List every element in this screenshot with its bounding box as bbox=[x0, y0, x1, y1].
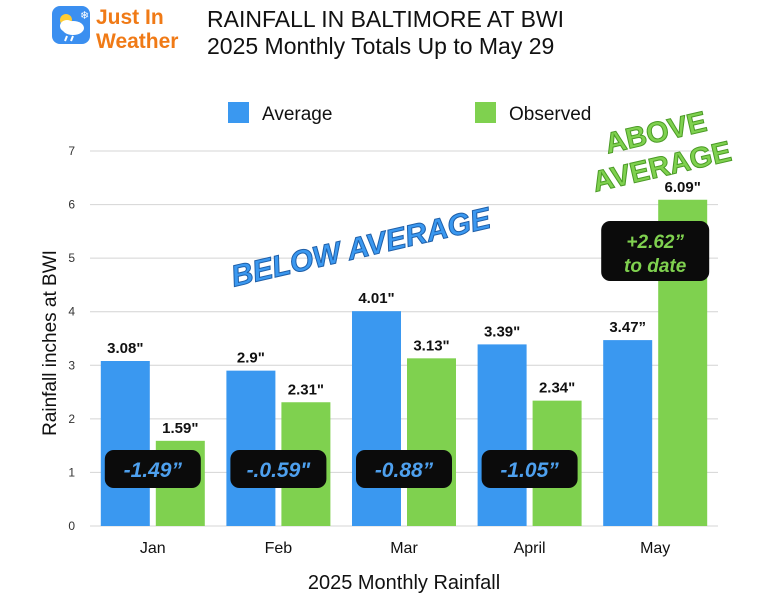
data-label-observed-april: 2.34" bbox=[539, 380, 575, 397]
y-tick-label: 7 bbox=[68, 144, 75, 158]
bar-observed-mar bbox=[407, 358, 456, 526]
x-axis-label: 2025 Monthly Rainfall bbox=[308, 572, 500, 594]
legend-swatch-observed bbox=[475, 102, 496, 123]
legend-label-average: Average bbox=[262, 104, 332, 125]
x-tick-label: April bbox=[514, 540, 546, 557]
x-tick-label: Mar bbox=[390, 540, 418, 557]
y-tick-label: 1 bbox=[68, 465, 75, 479]
difference-text-may-line2: to date bbox=[624, 256, 687, 277]
difference-text-april: -1.05” bbox=[500, 459, 559, 482]
y-tick-label: 0 bbox=[68, 519, 75, 533]
x-tick-label: Jan bbox=[140, 540, 166, 557]
y-tick-label: 3 bbox=[68, 358, 75, 372]
difference-text-mar: -0.88” bbox=[375, 459, 434, 482]
data-label-average-may: 3.47” bbox=[609, 319, 646, 336]
data-label-observed-feb: 2.31" bbox=[288, 381, 324, 398]
below-average-annotation: BELOW AVERAGE bbox=[228, 202, 495, 294]
legend-swatch-average bbox=[228, 102, 249, 123]
y-tick-label: 6 bbox=[68, 198, 75, 212]
x-tick-label: May bbox=[640, 540, 670, 557]
data-label-observed-mar: 3.13" bbox=[413, 337, 449, 354]
data-label-average-jan: 3.08" bbox=[107, 340, 143, 357]
y-tick-label: 4 bbox=[68, 305, 75, 319]
bar-average-jan bbox=[101, 361, 150, 526]
x-tick-label: Feb bbox=[265, 540, 293, 557]
difference-text-may-line1: +2.62” bbox=[626, 232, 684, 253]
data-label-average-mar: 4.01" bbox=[358, 290, 394, 307]
bar-average-april bbox=[478, 344, 527, 526]
data-label-average-april: 3.39" bbox=[484, 323, 520, 340]
bar-average-mar bbox=[352, 311, 401, 526]
difference-text-feb: -.0.59" bbox=[247, 459, 312, 482]
data-label-average-feb: 2.9" bbox=[237, 350, 265, 367]
y-tick-label: 5 bbox=[68, 251, 75, 265]
y-tick-label: 2 bbox=[68, 412, 75, 426]
difference-text-jan: -1.49” bbox=[124, 459, 183, 482]
y-axis-label: Rainfall inches at BWI bbox=[40, 250, 61, 436]
legend-label-observed: Observed bbox=[509, 104, 591, 125]
bar-average-may bbox=[603, 340, 652, 526]
data-label-observed-jan: 1.59" bbox=[162, 420, 198, 437]
bar-average-feb bbox=[226, 371, 275, 526]
